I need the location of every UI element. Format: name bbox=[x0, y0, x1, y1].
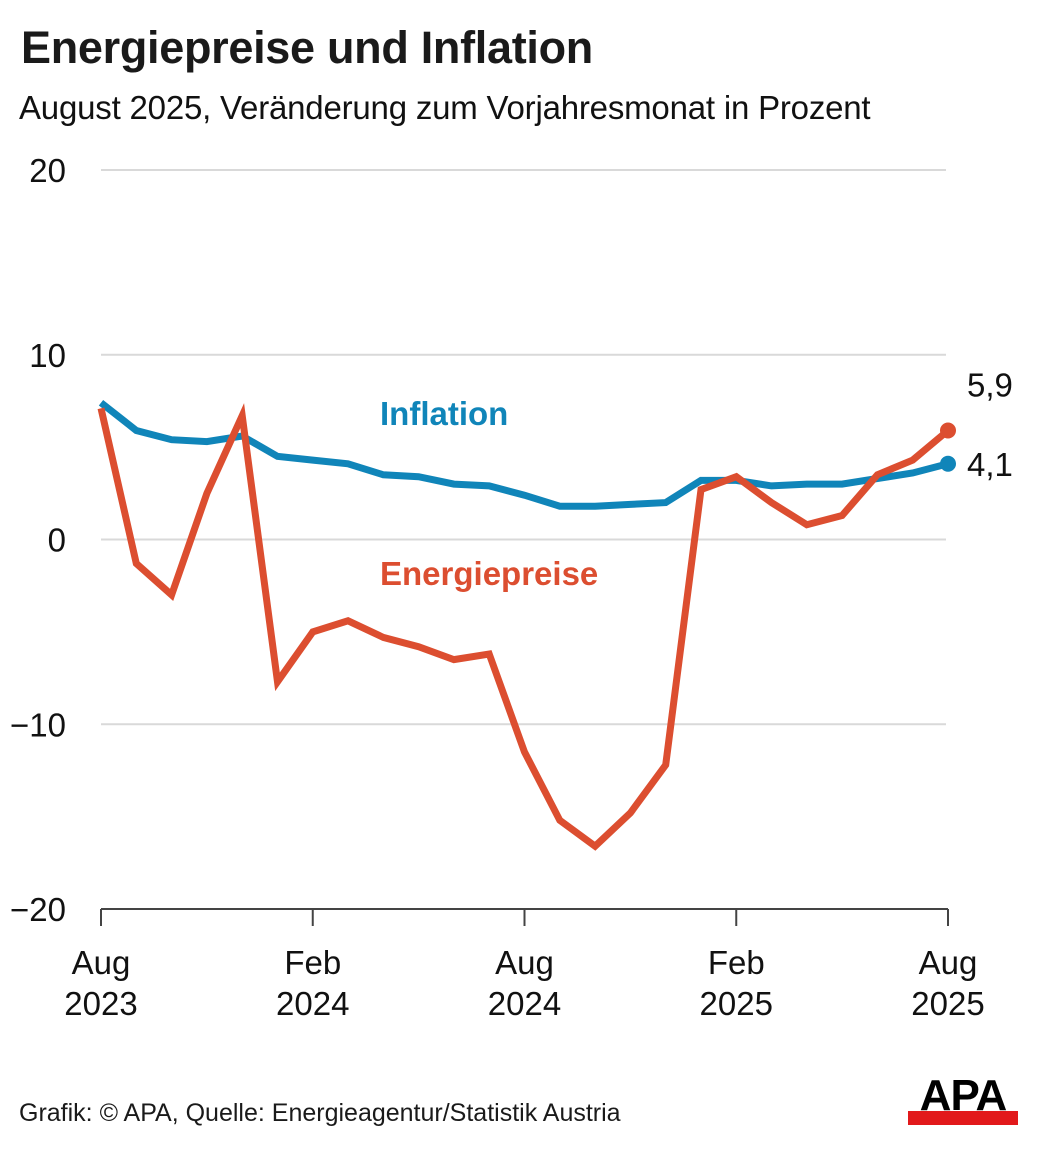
y-tick-label: 10 bbox=[29, 337, 66, 374]
apa-logo: APA bbox=[908, 1072, 1018, 1126]
end-value-label-energiepreise: 5,9 bbox=[967, 366, 1013, 403]
y-tick-label: 20 bbox=[29, 152, 66, 189]
apa-logo-bar bbox=[908, 1111, 1018, 1125]
x-tick-label-year: 2024 bbox=[488, 985, 561, 1022]
series-label-energiepreise: Energiepreise bbox=[380, 555, 598, 592]
apa-logo-text: APA bbox=[919, 1071, 1008, 1120]
y-tick-label: 0 bbox=[48, 522, 66, 559]
x-tick-label-year: 2025 bbox=[911, 985, 984, 1022]
x-tick-label-month: Feb bbox=[284, 944, 341, 981]
x-tick-label-year: 2025 bbox=[700, 985, 773, 1022]
end-point-inflation bbox=[940, 455, 956, 472]
end-value-labels: 4,1 5,9 bbox=[967, 366, 1013, 482]
source-credit: Grafik: © APA, Quelle: Energieagentur/St… bbox=[19, 1099, 621, 1127]
chart-subtitle: August 2025, Veränderung zum Vorjahresmo… bbox=[19, 89, 871, 126]
chart-title: Energiepreise und Inflation bbox=[21, 22, 593, 73]
x-tick-label-month: Aug bbox=[72, 944, 131, 981]
x-tick-label-month: Aug bbox=[919, 944, 978, 981]
x-axis-labels: Aug 2023 Feb 2024 Aug 2024 Feb 2025 Aug 2025 bbox=[64, 944, 984, 1022]
x-tick-label-month: Feb bbox=[708, 944, 765, 981]
y-tick-label: −20 bbox=[10, 891, 66, 928]
series-lines bbox=[97, 400, 956, 851]
x-axis bbox=[100, 908, 949, 926]
series-line-energiepreise bbox=[97, 403, 951, 851]
y-tick-label: −10 bbox=[10, 706, 66, 743]
x-tick-label-year: 2023 bbox=[64, 985, 137, 1022]
end-value-label-inflation: 4,1 bbox=[967, 446, 1013, 483]
gridlines bbox=[101, 169, 946, 726]
x-tick-label-month: Aug bbox=[495, 944, 554, 981]
y-axis-labels: 20 10 0 −10 −20 bbox=[10, 152, 66, 928]
end-point-energiepreise bbox=[940, 422, 956, 439]
x-tick-label-year: 2024 bbox=[276, 985, 349, 1022]
series-label-inflation: Inflation bbox=[380, 395, 508, 432]
